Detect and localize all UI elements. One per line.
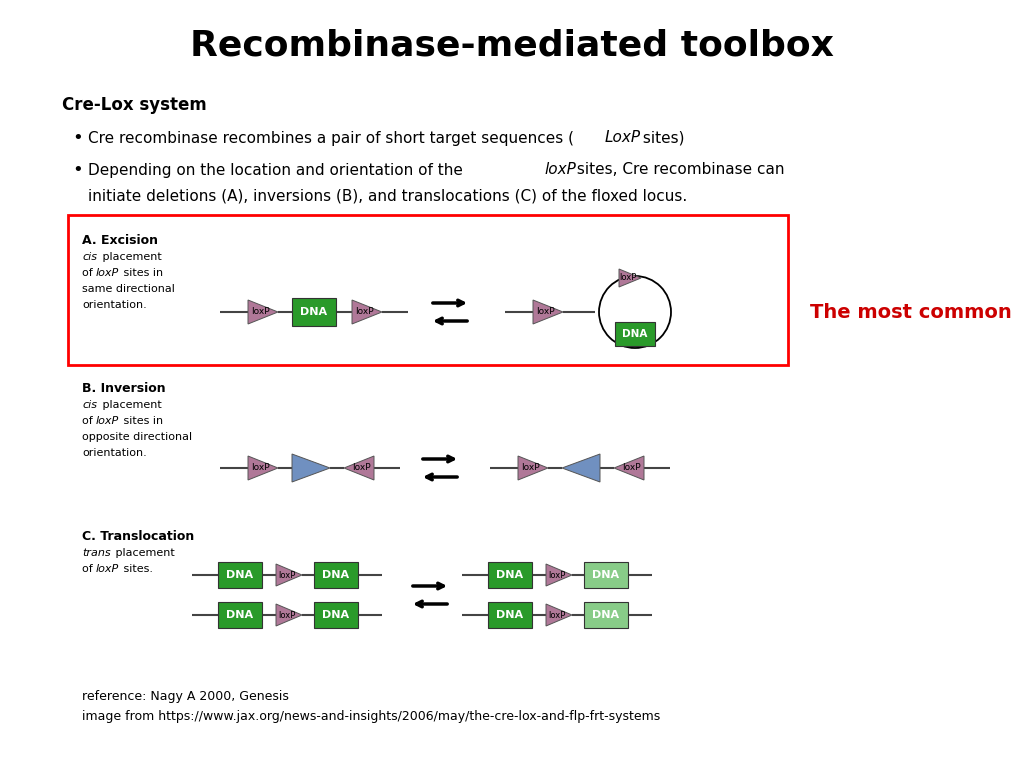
Text: Cre-Lox system: Cre-Lox system <box>62 96 207 114</box>
Polygon shape <box>276 604 302 626</box>
Text: DNA: DNA <box>323 570 349 580</box>
Text: C. Translocation: C. Translocation <box>82 530 195 543</box>
Bar <box>314 602 358 628</box>
Text: of: of <box>82 416 96 426</box>
Text: sites): sites) <box>638 131 684 145</box>
Text: loxP: loxP <box>537 307 555 316</box>
Text: trans: trans <box>82 548 111 558</box>
Text: loxP: loxP <box>251 464 270 472</box>
Text: orientation.: orientation. <box>82 448 146 458</box>
Text: loxP: loxP <box>544 163 575 177</box>
Text: same directional: same directional <box>82 284 175 294</box>
Polygon shape <box>618 269 641 287</box>
Text: loxP: loxP <box>620 273 637 283</box>
Bar <box>314 562 358 588</box>
Bar <box>68 215 788 365</box>
Text: DNA: DNA <box>323 610 349 620</box>
Polygon shape <box>292 454 330 482</box>
Text: loxP: loxP <box>548 571 565 580</box>
Bar <box>218 562 262 588</box>
Text: loxP: loxP <box>352 464 371 472</box>
Polygon shape <box>248 300 278 324</box>
Text: placement: placement <box>99 400 162 410</box>
Polygon shape <box>352 300 382 324</box>
Text: loxP: loxP <box>355 307 374 316</box>
Polygon shape <box>518 456 548 480</box>
Polygon shape <box>534 300 563 324</box>
Text: Recombinase-mediated toolbox: Recombinase-mediated toolbox <box>190 28 834 62</box>
Polygon shape <box>248 456 278 480</box>
Text: of: of <box>82 268 96 278</box>
Text: cis: cis <box>82 252 97 262</box>
Text: loxP: loxP <box>521 464 540 472</box>
Text: B. Inversion: B. Inversion <box>82 382 166 395</box>
Text: loxP: loxP <box>279 571 296 580</box>
Text: DNA: DNA <box>226 570 254 580</box>
Text: Depending on the location and orientation of the: Depending on the location and orientatio… <box>88 163 468 177</box>
Bar <box>615 322 655 346</box>
Text: The most common: The most common <box>810 303 1012 322</box>
Bar <box>292 298 336 326</box>
Text: of: of <box>82 564 96 574</box>
Text: LoxP: LoxP <box>605 131 641 145</box>
Polygon shape <box>344 456 374 480</box>
Text: sites in: sites in <box>120 416 163 426</box>
Text: sites.: sites. <box>120 564 153 574</box>
Text: initiate deletions (A), inversions (B), and translocations (C) of the floxed loc: initiate deletions (A), inversions (B), … <box>88 188 687 204</box>
Text: loxP: loxP <box>548 611 565 620</box>
Text: sites, Cre recombinase can: sites, Cre recombinase can <box>572 163 784 177</box>
Bar <box>488 602 532 628</box>
Text: DNA: DNA <box>497 610 523 620</box>
Text: opposite directional: opposite directional <box>82 432 193 442</box>
Polygon shape <box>546 604 572 626</box>
Polygon shape <box>546 564 572 586</box>
Bar <box>584 562 628 588</box>
Text: image from https://www.jax.org/news-and-insights/2006/may/the-cre-lox-and-flp-fr: image from https://www.jax.org/news-and-… <box>82 710 660 723</box>
Bar <box>218 602 262 628</box>
Text: loxP: loxP <box>279 611 296 620</box>
Text: loxP: loxP <box>96 564 119 574</box>
Polygon shape <box>562 454 600 482</box>
Text: DNA: DNA <box>593 610 620 620</box>
Text: reference: Nagy A 2000, Genesis: reference: Nagy A 2000, Genesis <box>82 690 289 703</box>
Text: DNA: DNA <box>497 570 523 580</box>
Text: DNA: DNA <box>623 329 648 339</box>
Text: •: • <box>72 129 83 147</box>
Text: loxP: loxP <box>96 268 119 278</box>
Text: DNA: DNA <box>300 307 328 317</box>
Text: placement: placement <box>112 548 175 558</box>
Text: Cre recombinase recombines a pair of short target sequences (: Cre recombinase recombines a pair of sho… <box>88 131 574 145</box>
Polygon shape <box>614 456 644 480</box>
Text: cis: cis <box>82 400 97 410</box>
Text: sites in: sites in <box>120 268 163 278</box>
Text: DNA: DNA <box>226 610 254 620</box>
Text: A. Excision: A. Excision <box>82 234 158 247</box>
Bar <box>584 602 628 628</box>
Text: placement: placement <box>99 252 162 262</box>
Bar <box>488 562 532 588</box>
Text: loxP: loxP <box>96 416 119 426</box>
Text: DNA: DNA <box>593 570 620 580</box>
Text: loxP: loxP <box>623 464 641 472</box>
Text: orientation.: orientation. <box>82 300 146 310</box>
Text: •: • <box>72 161 83 179</box>
Polygon shape <box>276 564 302 586</box>
Text: loxP: loxP <box>251 307 270 316</box>
